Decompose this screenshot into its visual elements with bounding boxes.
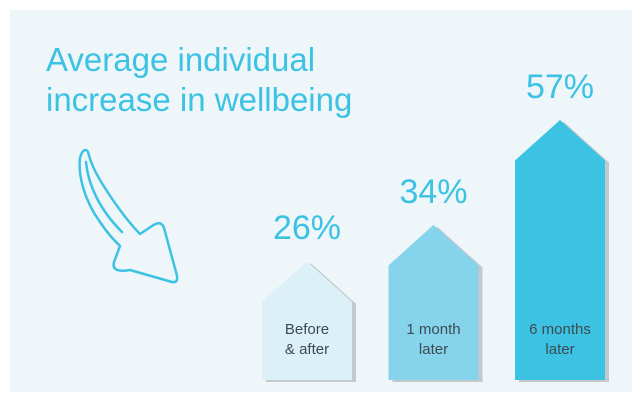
- value-label: 34%: [374, 173, 494, 212]
- category-label: 6 months later: [515, 320, 605, 360]
- arrow-icon: [80, 150, 178, 282]
- value-label: 26%: [247, 209, 367, 248]
- chart-title: Average individual increase in wellbeing: [46, 40, 352, 120]
- category-label: Before & after: [262, 320, 352, 360]
- value-label: 57%: [500, 68, 620, 107]
- infographic: Average individual increase in wellbeing…: [0, 0, 642, 402]
- category-label: 1 month later: [389, 320, 479, 360]
